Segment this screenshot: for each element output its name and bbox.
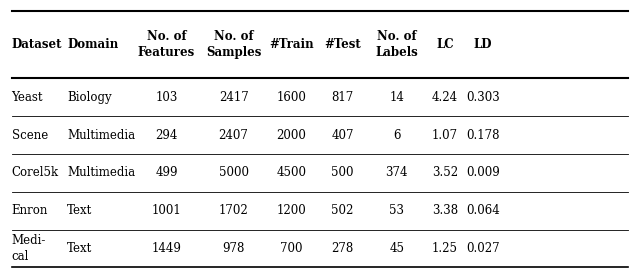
Text: 978: 978 bbox=[223, 242, 244, 255]
Text: 0.064: 0.064 bbox=[467, 204, 500, 217]
Text: 5000: 5000 bbox=[219, 166, 248, 179]
Text: 6: 6 bbox=[393, 129, 401, 142]
Text: Dataset: Dataset bbox=[12, 38, 62, 51]
Text: 103: 103 bbox=[156, 91, 177, 104]
Text: Biology: Biology bbox=[67, 91, 112, 104]
Text: 1001: 1001 bbox=[152, 204, 181, 217]
Text: 700: 700 bbox=[280, 242, 303, 255]
Text: Enron: Enron bbox=[12, 204, 48, 217]
Text: 2417: 2417 bbox=[219, 91, 248, 104]
Text: 0.303: 0.303 bbox=[467, 91, 500, 104]
Text: 500: 500 bbox=[331, 166, 354, 179]
Text: 1200: 1200 bbox=[276, 204, 306, 217]
Text: Scene: Scene bbox=[12, 129, 48, 142]
Text: 499: 499 bbox=[155, 166, 178, 179]
Text: 0.178: 0.178 bbox=[467, 129, 500, 142]
Text: LD: LD bbox=[474, 38, 492, 51]
Text: Yeast: Yeast bbox=[12, 91, 43, 104]
Text: 407: 407 bbox=[331, 129, 354, 142]
Text: 278: 278 bbox=[332, 242, 353, 255]
Text: Domain: Domain bbox=[67, 38, 118, 51]
Text: 45: 45 bbox=[389, 242, 404, 255]
Text: 3.38: 3.38 bbox=[432, 204, 458, 217]
Text: 1.25: 1.25 bbox=[432, 242, 458, 255]
Text: 2407: 2407 bbox=[219, 129, 248, 142]
Text: Text: Text bbox=[67, 242, 92, 255]
Text: 817: 817 bbox=[332, 91, 353, 104]
Text: 53: 53 bbox=[389, 204, 404, 217]
Text: 2000: 2000 bbox=[276, 129, 306, 142]
Text: 294: 294 bbox=[156, 129, 177, 142]
Text: 502: 502 bbox=[332, 204, 353, 217]
Text: 374: 374 bbox=[385, 166, 408, 179]
Text: No. of
Labels: No. of Labels bbox=[376, 30, 418, 59]
Text: 3.52: 3.52 bbox=[432, 166, 458, 179]
Text: 0.009: 0.009 bbox=[467, 166, 500, 179]
Text: Multimedia: Multimedia bbox=[67, 166, 135, 179]
Text: #Test: #Test bbox=[324, 38, 361, 51]
Text: 14: 14 bbox=[389, 91, 404, 104]
Text: 1.07: 1.07 bbox=[432, 129, 458, 142]
Text: 1600: 1600 bbox=[276, 91, 306, 104]
Text: 0.027: 0.027 bbox=[467, 242, 500, 255]
Text: Corel5k: Corel5k bbox=[12, 166, 59, 179]
Text: No. of
Samples: No. of Samples bbox=[206, 30, 261, 59]
Text: 1449: 1449 bbox=[152, 242, 181, 255]
Text: Text: Text bbox=[67, 204, 92, 217]
Text: LC: LC bbox=[436, 38, 454, 51]
Text: 4500: 4500 bbox=[276, 166, 306, 179]
Text: 1702: 1702 bbox=[219, 204, 248, 217]
Text: 4.24: 4.24 bbox=[432, 91, 458, 104]
Text: Multimedia: Multimedia bbox=[67, 129, 135, 142]
Text: No. of
Features: No. of Features bbox=[138, 30, 195, 59]
Text: #Train: #Train bbox=[269, 38, 314, 51]
Text: Medi-
cal: Medi- cal bbox=[12, 234, 46, 263]
